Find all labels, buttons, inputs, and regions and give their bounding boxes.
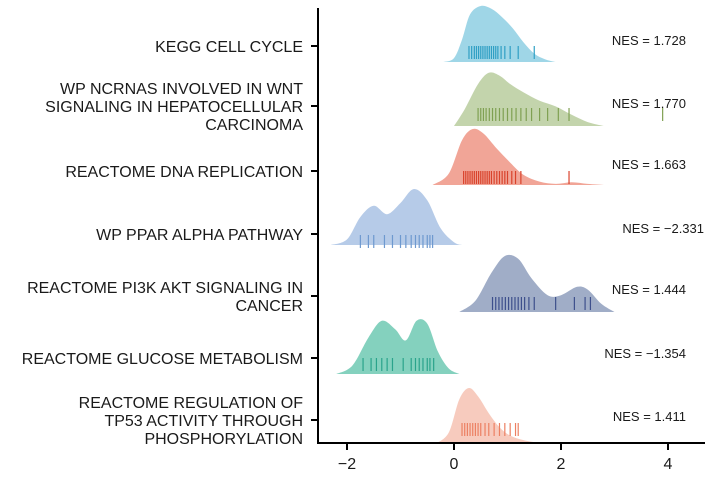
nes-label-5: NES = −1.354 — [604, 346, 686, 361]
term-label-line: PHOSPHORYLATION — [144, 431, 303, 448]
ridge-0 — [443, 5, 556, 62]
term-label-line: REACTOME GLUCOSE METABOLISM — [22, 351, 303, 368]
term-label-line: REACTOME PI3K AKT SIGNALING IN — [27, 280, 303, 297]
term-label-line: CARCINOMA — [205, 117, 303, 134]
nes-labels: NES = 1.728 NES = 1.770 NES = 1.663 NES = −… — [604, 33, 704, 424]
term-label-line: KEGG CELL CYCLE — [155, 39, 303, 56]
density-area-5 — [336, 319, 460, 374]
density-area-2 — [432, 128, 604, 185]
ridge-5 — [336, 319, 460, 374]
density-area-3 — [330, 188, 463, 245]
term-label-line: WP PPAR ALPHA PATHWAY — [96, 227, 303, 244]
term-label-line: REACTOME REGULATION OF — [79, 395, 304, 412]
ridge-1 — [454, 72, 664, 126]
ridges — [330, 5, 664, 444]
nes-label-4: NES = 1.444 — [612, 282, 686, 297]
term-label-line: REACTOME DNA REPLICATION — [65, 164, 303, 181]
term-label-line: WP NCRNAS INVOLVED IN WNT — [60, 81, 303, 98]
term-labels: KEGG CELL CYCLE WP NCRNAS INVOLVED IN WNT… — [22, 39, 304, 448]
term-label-line: TP53 ACTIVITY THROUGH — [104, 413, 303, 430]
x-tick-label: 2 — [557, 456, 566, 473]
density-area-1 — [454, 72, 604, 126]
term-label-line: CANCER — [235, 298, 303, 315]
x-tick-label: −2 — [338, 456, 356, 473]
ridge-2 — [432, 128, 604, 185]
density-area-4 — [459, 254, 615, 312]
density-area-6 — [435, 387, 551, 444]
term-label-line: SIGNALING IN HEPATOCELLULAR — [45, 99, 303, 116]
ridge-4 — [459, 254, 615, 312]
nes-label-3: NES = −2.331 — [622, 221, 704, 236]
nes-label-1: NES = 1.770 — [612, 96, 686, 111]
x-tick-label: 4 — [664, 456, 673, 473]
ridge-6 — [435, 387, 551, 444]
ridge-3 — [330, 188, 463, 248]
density-area-0 — [443, 5, 556, 62]
axes: −2 0 2 4 — [311, 8, 705, 473]
x-tick-label: 0 — [450, 456, 459, 473]
nes-label-0: NES = 1.728 — [612, 33, 686, 48]
nes-label-2: NES = 1.663 — [612, 157, 686, 172]
nes-label-6: NES = 1.411 — [613, 409, 686, 424]
